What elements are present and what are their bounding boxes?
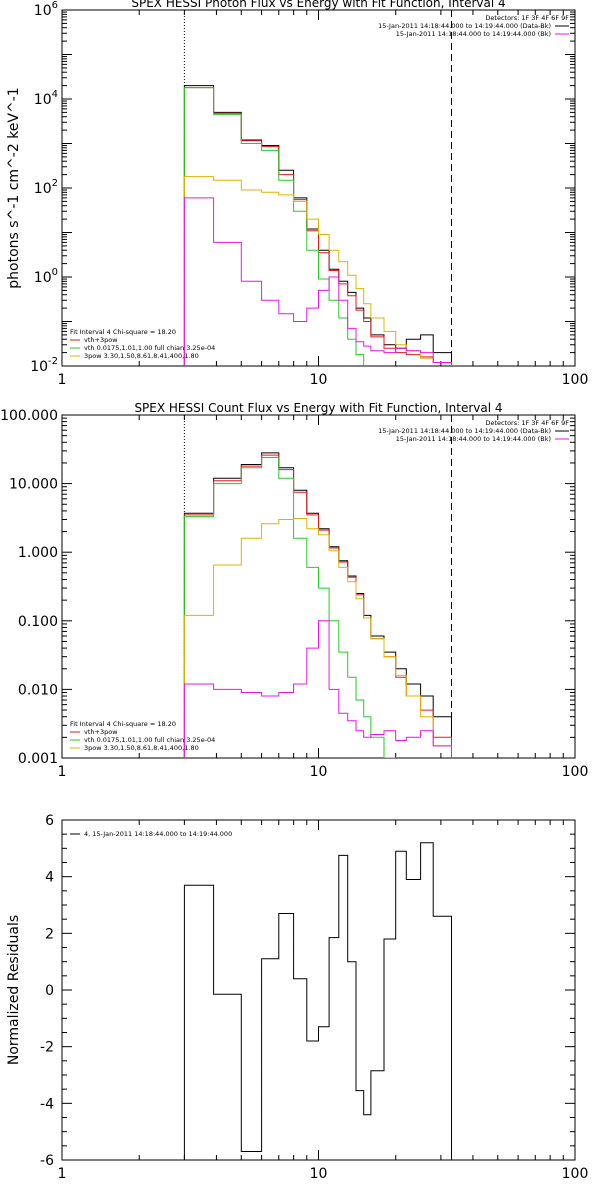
legend-right-text: 15-Jan-2011 14:18:44.000 to 14:19:44.000… <box>396 30 551 38</box>
x-tick-label: 100 <box>562 1166 589 1182</box>
y-tick-exponent: -2 <box>48 356 58 367</box>
series-line-4 <box>183 176 452 366</box>
y-tick-base: 10 <box>34 3 52 19</box>
x-tick-label: 100 <box>562 764 589 780</box>
y-tick-label: -4 <box>40 1096 54 1112</box>
series-group <box>183 85 452 366</box>
y-tick-base: 10 <box>30 359 48 375</box>
chart-panel-2: SPEX HESSI Count Flux vs Energy with Fit… <box>0 401 588 780</box>
series-line-4 <box>183 518 452 758</box>
x-tick-label: 10 <box>310 372 328 388</box>
y-tick-label: 102 <box>34 178 58 197</box>
plot-frame <box>61 9 576 367</box>
legend-left-text: Fit Interval 4 Chi-square = 18.20 <box>70 328 176 336</box>
chart-title: SPEX HESSI Photon Flux vs Energy with Fi… <box>131 0 505 10</box>
y-tick-base: 10 <box>34 181 52 197</box>
legend-left-text: vth+3pow <box>84 336 118 344</box>
legend-left-text: vth+3pow <box>84 728 118 736</box>
y-tick-exponent: 2 <box>52 178 58 189</box>
y-tick-label: 104 <box>34 89 58 108</box>
x-tick-label: 1 <box>58 764 67 780</box>
x-tick-label: 1 <box>58 1166 67 1182</box>
legend-left-text: 3pow 3.30,1.50,8.61,8.41,400,1.80 <box>84 352 199 360</box>
y-tick-label: -6 <box>40 1153 54 1169</box>
series-line-5 <box>183 197 452 366</box>
y-axis-label: Normalized Residuals <box>6 915 22 1065</box>
series-line-5 <box>183 620 452 758</box>
legend-left-text: vth 0.0175,1.01,1.00 full chian 3.25e-04 <box>84 344 215 352</box>
series-line-1 <box>183 842 452 1160</box>
legend-left-text: 3pow 3.30,1.50,8.61,8.41,400,1.80 <box>84 744 199 752</box>
series-line-1 <box>183 452 452 758</box>
y-axis-label: photons s^-1 cm^-2 keV^-1 <box>6 87 22 288</box>
legend-right-text: 15-Jan-2011 14:18:44.000 to 14:19:44.000… <box>378 22 551 30</box>
chart-title: SPEX HESSI Count Flux vs Energy with Fit… <box>134 401 502 415</box>
x-tick-label: 1 <box>58 372 67 388</box>
chart-panel-3: 1 10 100 -6 -4 -2 0 2 4 6 Normalized Residuals 4, 1… <box>6 813 588 1182</box>
y-tick-label: 4 <box>45 870 54 886</box>
y-tick-label: 100 <box>34 267 58 286</box>
legend-left-text: Fit Interval 4 Chi-square = 18.20 <box>70 720 176 728</box>
series-line-3 <box>183 87 365 366</box>
series-group <box>183 452 452 758</box>
legend-right-text: Detectors: 1F 3F 4F 6F 9F <box>485 419 569 427</box>
x-tick-label: 10 <box>310 764 328 780</box>
legend-right-text: Detectors: 1F 3F 4F 6F 9F <box>485 14 569 22</box>
x-tick-label: 10 <box>310 1166 328 1182</box>
x-tick-label: 100 <box>562 372 589 388</box>
series-line-1 <box>183 85 452 366</box>
y-tick-label: 10.000 <box>9 477 58 493</box>
y-tick-base: 10 <box>34 92 52 108</box>
y-tick-label: 0.001 <box>18 751 58 767</box>
y-tick-exponent: 4 <box>52 89 58 100</box>
legend-right-text: 15-Jan-2011 14:18:44.000 to 14:19:44.000… <box>378 427 551 435</box>
y-tick-label: 10-2 <box>30 356 58 375</box>
y-tick-exponent: 0 <box>52 267 58 278</box>
chart-panel-1: SPEX HESSI Photon Flux vs Energy with Fi… <box>6 0 588 388</box>
series-line-2 <box>183 454 452 758</box>
legend-left-text: 4, 15-Jan-2011 14:18:44.000 to 14:19:44.… <box>84 830 232 838</box>
y-tick-label: 1.000 <box>18 545 58 561</box>
y-tick-label: 0.010 <box>18 682 58 698</box>
y-tick-label: 100.000 <box>0 408 58 424</box>
y-tick-base: 10 <box>34 270 52 286</box>
legend-right-text: 15-Jan-2011 14:18:44.000 to 14:19:44.000… <box>396 435 551 443</box>
y-tick-label: 106 <box>34 0 58 19</box>
y-tick-exponent: 6 <box>52 0 58 11</box>
series-group <box>183 842 452 1160</box>
series-line-3 <box>183 457 397 758</box>
y-tick-label: 0 <box>45 983 54 999</box>
y-tick-label: 6 <box>45 813 54 829</box>
y-tick-label: -2 <box>40 1040 54 1056</box>
legend-left-text: vth 0.0175,1.01,1.00 full chian 3.25e-04 <box>84 736 215 744</box>
y-tick-label: 2 <box>45 926 54 942</box>
plot-frame <box>61 819 576 1161</box>
y-tick-label: 0.100 <box>18 614 58 630</box>
